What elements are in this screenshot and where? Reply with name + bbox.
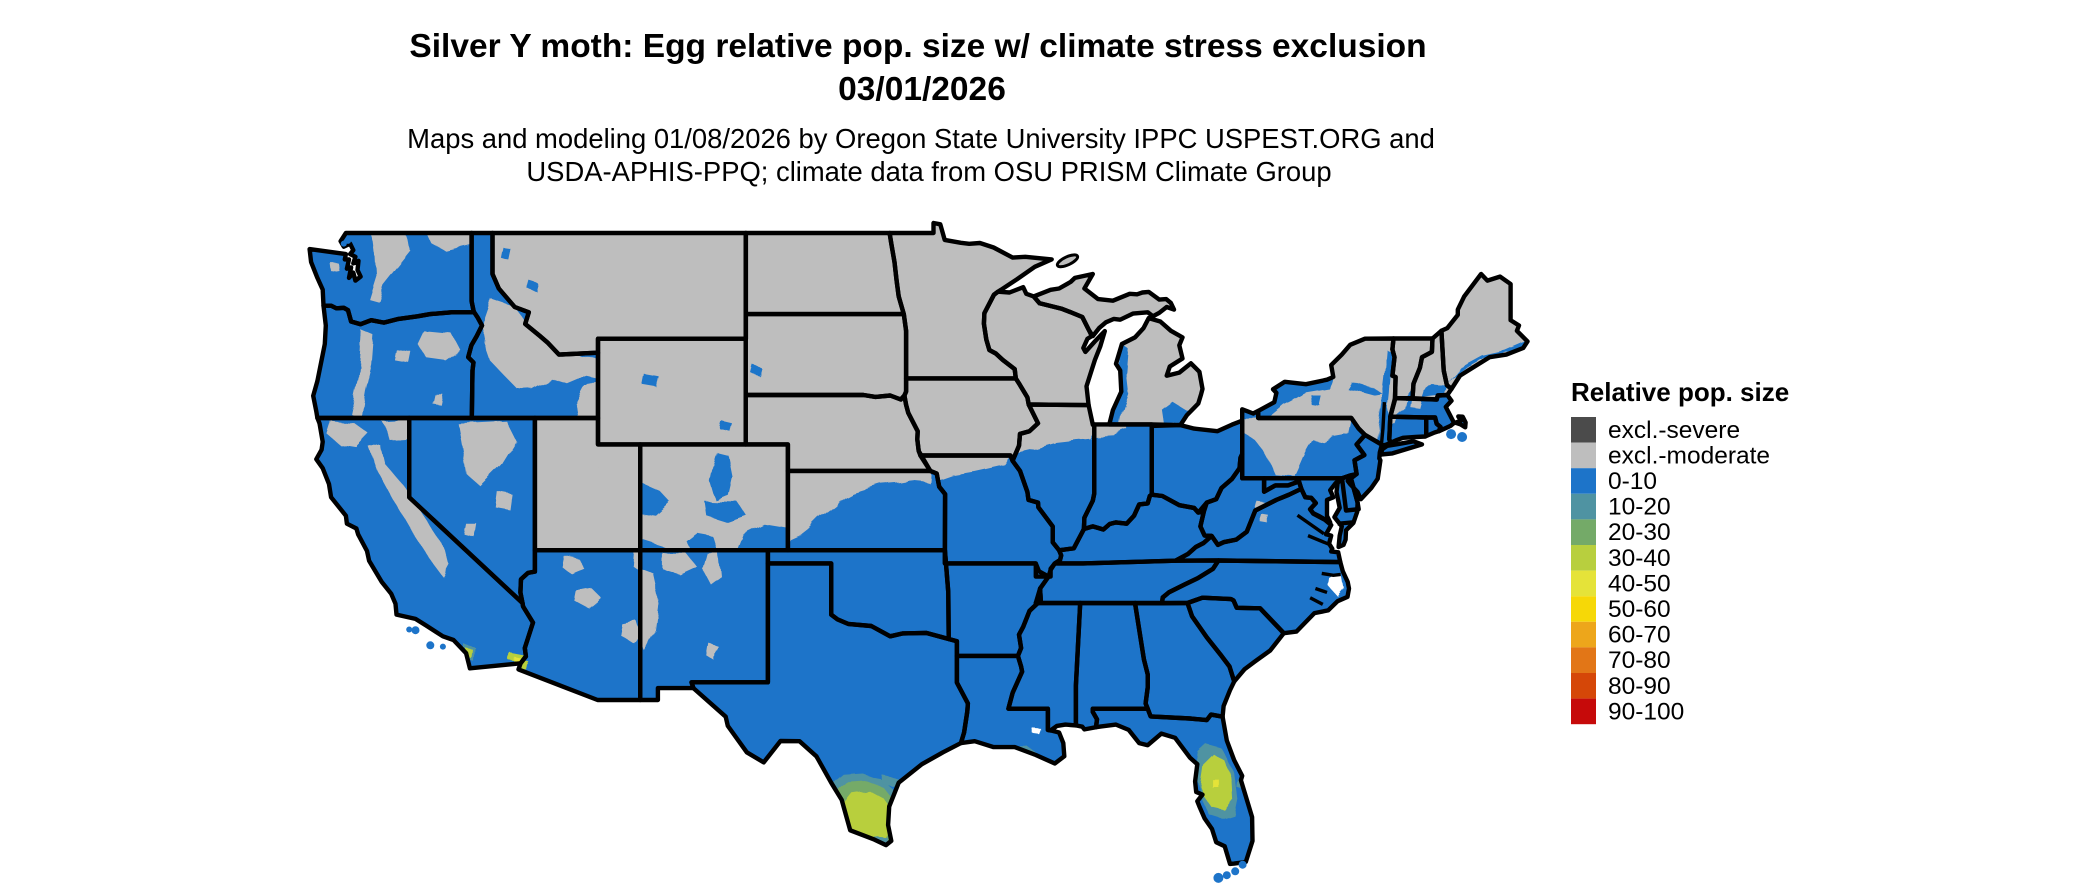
- svg-text:50-60: 50-60: [1608, 596, 1671, 623]
- svg-text:Silver Y moth: Egg relative po: Silver Y moth: Egg relative pop. size w/…: [409, 28, 1426, 65]
- svg-text:excl.-severe: excl.-severe: [1608, 417, 1740, 444]
- svg-text:60-70: 60-70: [1608, 622, 1671, 649]
- svg-text:80-90: 80-90: [1608, 673, 1671, 700]
- svg-text:70-80: 70-80: [1608, 647, 1671, 674]
- svg-text:0-10: 0-10: [1608, 468, 1657, 495]
- svg-text:20-30: 20-30: [1608, 519, 1671, 546]
- svg-text:USDA-APHIS-PPQ; climate data f: USDA-APHIS-PPQ; climate data from OSU PR…: [526, 156, 1331, 187]
- svg-text:03/01/2026: 03/01/2026: [838, 71, 1006, 108]
- svg-text:30-40: 30-40: [1608, 545, 1671, 572]
- svg-text:Maps and modeling 01/08/2026 b: Maps and modeling 01/08/2026 by Oregon S…: [407, 123, 1435, 154]
- svg-text:90-100: 90-100: [1608, 698, 1684, 725]
- svg-text:excl.-moderate: excl.-moderate: [1608, 442, 1770, 469]
- svg-text:40-50: 40-50: [1608, 570, 1671, 597]
- svg-text:10-20: 10-20: [1608, 494, 1671, 521]
- svg-text:Relative pop. size: Relative pop. size: [1571, 377, 1789, 407]
